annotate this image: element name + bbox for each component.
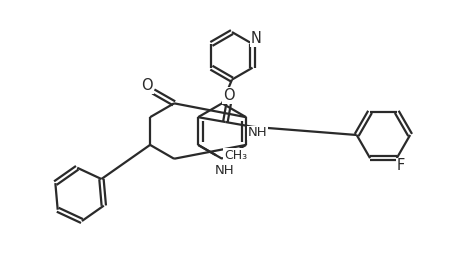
Text: F: F [397, 158, 405, 173]
Text: O: O [223, 88, 235, 103]
Text: N: N [251, 31, 262, 47]
Text: NH: NH [248, 126, 267, 139]
Text: CH₃: CH₃ [224, 149, 247, 162]
Text: NH: NH [214, 164, 234, 177]
Text: O: O [142, 78, 153, 93]
